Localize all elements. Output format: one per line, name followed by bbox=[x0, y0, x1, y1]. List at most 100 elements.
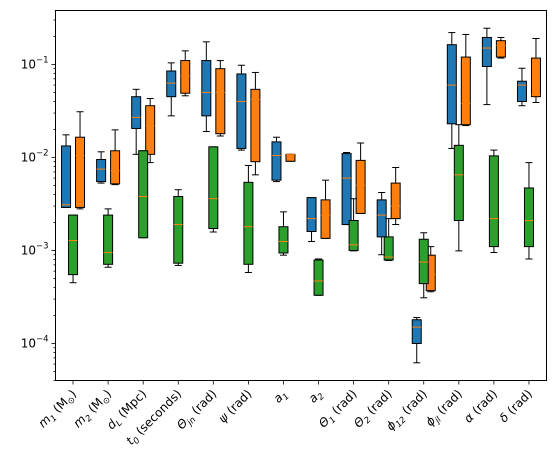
box-iqr bbox=[516, 80, 527, 102]
box-iqr bbox=[208, 146, 219, 230]
x-tick-label-7: a1 bbox=[271, 387, 292, 408]
x-label-sub: L bbox=[114, 418, 125, 429]
box-series-1-cat-7 bbox=[271, 136, 282, 183]
box-iqr bbox=[390, 182, 401, 220]
box-series-2-cat-4 bbox=[180, 50, 191, 97]
box-iqr bbox=[285, 153, 296, 162]
box-series-1-cat-1 bbox=[61, 134, 72, 208]
box-iqr bbox=[61, 145, 72, 208]
box-iqr bbox=[355, 159, 366, 214]
box-series-1-cat-8 bbox=[306, 197, 317, 242]
x-label-sub: 2 bbox=[363, 415, 374, 426]
box-iqr bbox=[271, 141, 282, 181]
box-iqr bbox=[96, 159, 107, 183]
box-iqr bbox=[348, 219, 359, 251]
box-iqr bbox=[243, 181, 254, 265]
x-label-unit: (rad) bbox=[186, 387, 219, 420]
box-series-2-cat-13 bbox=[495, 36, 506, 59]
box-iqr bbox=[250, 88, 261, 163]
box-iqr bbox=[180, 60, 191, 94]
box-series-2-cat-10 bbox=[390, 166, 401, 226]
box-series-3-cat-5 bbox=[208, 146, 219, 233]
box-series-2-cat-9 bbox=[355, 142, 366, 214]
box-series-2-cat-7 bbox=[285, 153, 296, 162]
box-iqr bbox=[306, 197, 317, 232]
x-label-sub: 2 bbox=[316, 392, 327, 403]
x-axis: m1 (M⊙)m2 (M⊙)dL (Mpc)t0 (seconds)Θjn (r… bbox=[35, 380, 535, 448]
x-label-sub: 0 bbox=[132, 436, 143, 447]
x-label-sub: jl bbox=[433, 415, 445, 427]
box-series-1-cat-5 bbox=[201, 41, 212, 133]
box-series-3-cat-10 bbox=[383, 218, 394, 262]
y-tick-base: 10 bbox=[21, 57, 36, 71]
box-iqr bbox=[488, 155, 499, 248]
y-tick-label-4: 10−1 bbox=[21, 55, 49, 71]
box-iqr bbox=[453, 144, 464, 221]
box-series-1-cat-4 bbox=[166, 62, 177, 117]
x-label-unit: (rad) bbox=[326, 387, 359, 420]
box-series-1-cat-2 bbox=[96, 151, 107, 184]
y-tick-base: 10 bbox=[21, 243, 36, 257]
box-iqr bbox=[173, 196, 184, 264]
box-series-1-cat-14 bbox=[516, 67, 527, 107]
box-series-3-cat-4 bbox=[173, 189, 184, 266]
box-series-3-cat-7 bbox=[278, 211, 289, 256]
box-series-1-cat-13 bbox=[481, 27, 492, 106]
box-series-2-cat-12 bbox=[460, 33, 471, 127]
box-iqr bbox=[215, 68, 226, 135]
box-iqr bbox=[131, 96, 142, 129]
box-iqr bbox=[278, 226, 289, 254]
box-series-3-cat-6 bbox=[243, 164, 254, 273]
box-iqr bbox=[495, 40, 506, 58]
box-series-2-cat-6 bbox=[250, 71, 261, 176]
x-tick-label-14: δ (rad) bbox=[497, 387, 535, 425]
x-label-unit: (rad) bbox=[467, 387, 500, 420]
box-series-3-cat-2 bbox=[103, 208, 114, 268]
y-tick-label-3: 10−2 bbox=[21, 148, 49, 164]
y-tick-label-2: 10−3 bbox=[21, 241, 49, 257]
box-iqr bbox=[68, 214, 79, 276]
box-series-3-cat-14 bbox=[523, 162, 534, 260]
box-iqr bbox=[75, 136, 86, 208]
box-iqr bbox=[481, 36, 492, 68]
box-series-1-cat-9 bbox=[341, 152, 352, 226]
box-series-3-cat-9 bbox=[348, 198, 359, 252]
box-iqr bbox=[383, 236, 394, 261]
box-iqr bbox=[313, 259, 324, 296]
x-label-sub: 1 bbox=[328, 415, 339, 426]
box-series-3-cat-13 bbox=[488, 149, 499, 254]
box-iqr bbox=[320, 199, 331, 239]
plot-frame bbox=[55, 10, 547, 381]
x-label-unit: (rad) bbox=[397, 387, 430, 420]
box-series-3-cat-11 bbox=[418, 232, 429, 299]
box-iqr bbox=[138, 150, 149, 239]
box-series-3-cat-3 bbox=[138, 150, 149, 239]
y-tick-exponent: −1 bbox=[36, 55, 49, 65]
x-tick-label-12: ϕjl (rad) bbox=[423, 387, 467, 431]
box-series-3-cat-12 bbox=[453, 124, 464, 252]
x-label-sub: 1 bbox=[281, 392, 292, 403]
box-series-1-cat-12 bbox=[446, 32, 457, 149]
box-series-1-cat-11 bbox=[411, 317, 422, 364]
y-tick-exponent: −3 bbox=[36, 241, 49, 251]
x-label-sub: 2 bbox=[84, 413, 95, 424]
box-iqr bbox=[523, 187, 534, 248]
box-series-3-cat-1 bbox=[68, 214, 79, 284]
box-iqr bbox=[166, 70, 177, 98]
box-series-2-cat-1 bbox=[75, 111, 86, 210]
box-iqr bbox=[103, 214, 114, 265]
box-iqr bbox=[530, 57, 541, 98]
x-label-unit: (rad) bbox=[221, 387, 254, 420]
box-series-2-cat-14 bbox=[530, 38, 541, 103]
y-tick-label-1: 10−4 bbox=[21, 334, 49, 350]
box-iqr bbox=[411, 319, 422, 344]
box-series-2-cat-8 bbox=[320, 179, 331, 239]
box-iqr bbox=[110, 150, 121, 185]
y-tick-exponent: −2 bbox=[36, 148, 49, 158]
y-tick-base: 10 bbox=[21, 336, 36, 350]
x-label-unit: (rad) bbox=[502, 387, 535, 420]
box-iqr bbox=[236, 73, 247, 149]
box-iqr bbox=[376, 199, 387, 238]
